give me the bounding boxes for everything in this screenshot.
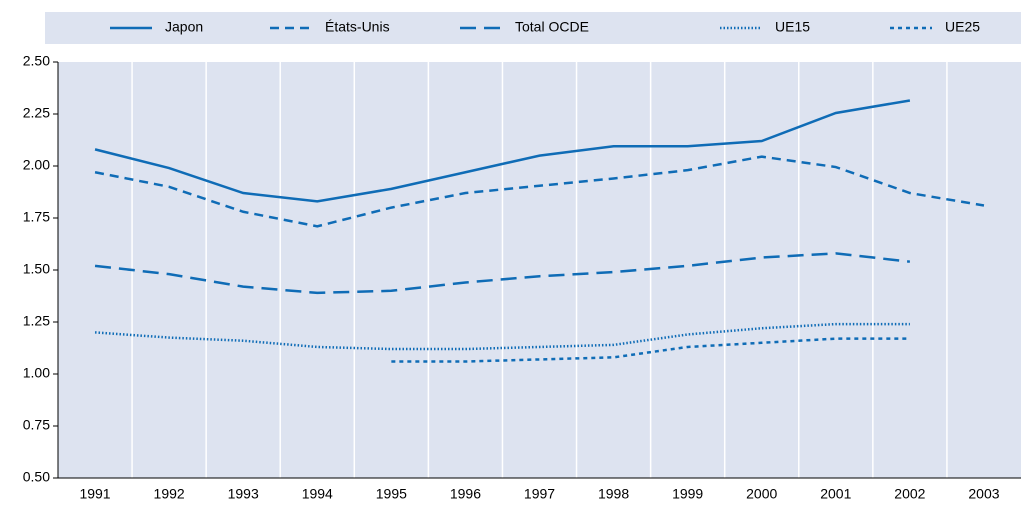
plot-background xyxy=(58,62,1021,478)
legend-label: Japon xyxy=(165,19,203,35)
legend-label: États-Unis xyxy=(325,19,390,35)
y-tick-label: 1.50 xyxy=(23,261,50,277)
x-tick-label: 2000 xyxy=(746,486,777,502)
legend-label: Total OCDE xyxy=(515,19,589,35)
y-tick-label: 2.00 xyxy=(23,157,50,173)
y-tick-label: 1.00 xyxy=(23,365,50,381)
y-tick-label: 0.75 xyxy=(23,417,50,433)
y-tick-label: 2.50 xyxy=(23,53,50,69)
x-tick-label: 2002 xyxy=(894,486,925,502)
x-tick-label: 1999 xyxy=(672,486,703,502)
x-tick-label: 1997 xyxy=(524,486,555,502)
x-tick-label: 1998 xyxy=(598,486,629,502)
x-tick-label: 1992 xyxy=(154,486,185,502)
y-tick-label: 1.75 xyxy=(23,209,50,225)
x-tick-label: 1993 xyxy=(228,486,259,502)
x-tick-label: 1994 xyxy=(302,486,333,502)
y-tick-label: 0.50 xyxy=(23,469,50,485)
legend-label: UE25 xyxy=(945,19,980,35)
series-line xyxy=(94,252,911,295)
series-line xyxy=(94,155,985,228)
x-tick-label: 1996 xyxy=(450,486,481,502)
x-tick-label: 2001 xyxy=(820,486,851,502)
x-tick-label: 1991 xyxy=(79,486,110,502)
series-line xyxy=(94,99,911,203)
series-line xyxy=(391,337,910,363)
legend-background xyxy=(45,12,1021,44)
x-tick-label: 2003 xyxy=(968,486,999,502)
y-tick-label: 1.25 xyxy=(23,313,50,329)
legend-label: UE15 xyxy=(775,19,810,35)
x-tick-label: 1995 xyxy=(376,486,407,502)
y-tick-label: 2.25 xyxy=(23,105,50,121)
